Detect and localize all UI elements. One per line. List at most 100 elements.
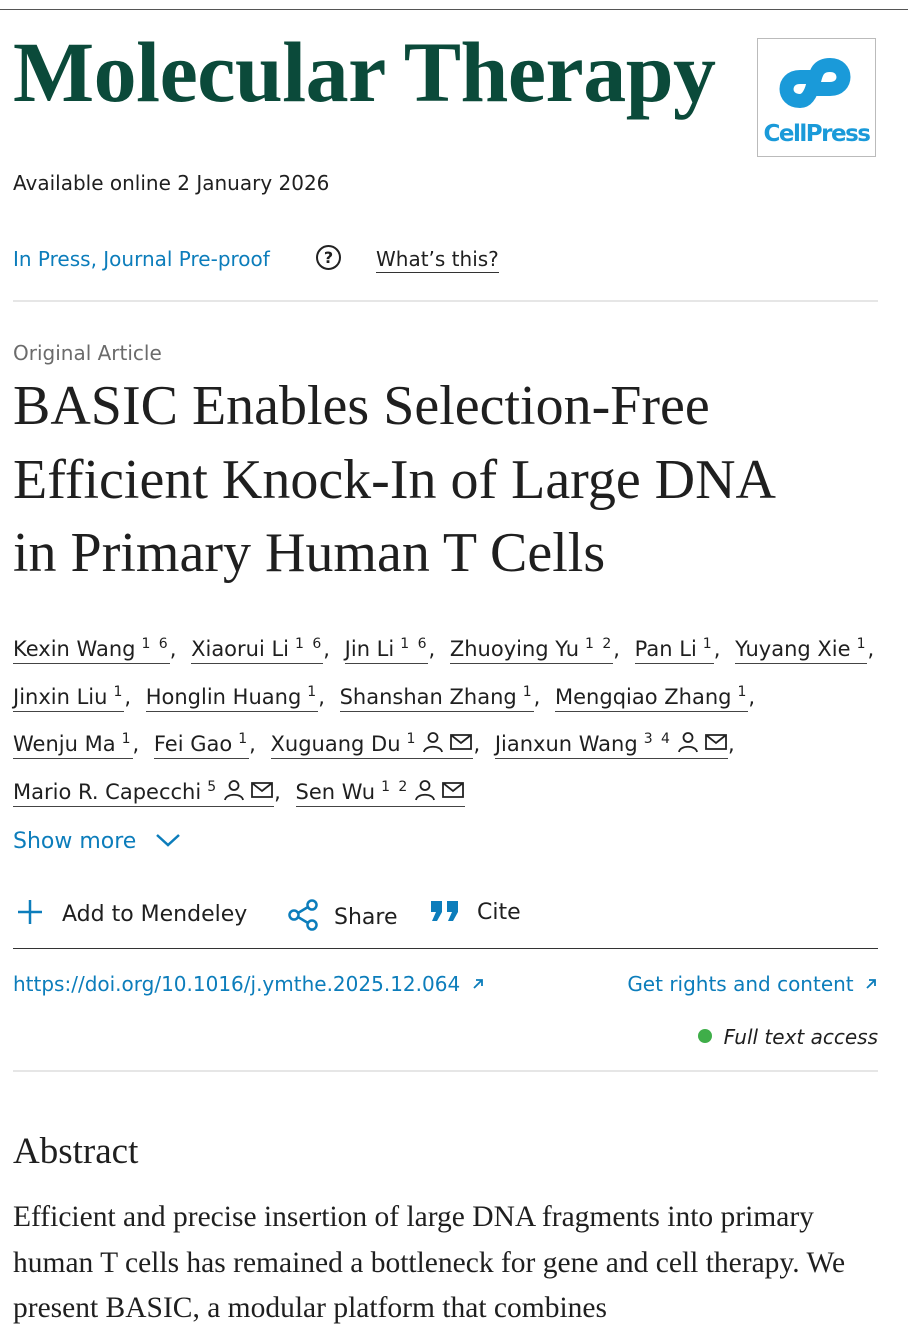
doi-link[interactable]: https://doi.org/10.1016/j.ymthe.2025.12.… [13,972,485,996]
mendeley-label[interactable]: Add to Mendeley [62,902,248,927]
author-link[interactable]: Mengqiao Zhang 1 [555,683,749,712]
author-entry: Yuyang Xie 1, [735,636,882,664]
author-link[interactable]: Sen Wu 1 2 [295,778,466,807]
author-name[interactable]: Jin Li [344,637,395,661]
author-name[interactable]: Xuguang Du [270,732,401,756]
author-link[interactable]: Fei Gao 1 [153,731,250,759]
affiliation-refs[interactable]: 1 6 [400,636,429,652]
action-mendeley[interactable]: Add to Mendeley [17,899,247,927]
access-text: Full text access [723,1025,878,1049]
title-line: in Primary Human T Cells [13,522,606,584]
author-name[interactable]: Fei Gao [153,732,233,756]
affiliation-refs[interactable]: 1 [737,683,749,700]
author-entry: Xiaorui Li 1 6, [191,636,338,664]
author-name[interactable]: Jinxin Liu [13,684,108,709]
affiliation-refs[interactable]: 1 6 [141,636,170,652]
affiliation-refs[interactable]: 3 4 [643,731,672,747]
author-link[interactable]: Jinxin Liu 1 [13,683,125,712]
rights-link[interactable]: Get rights and content [627,972,878,996]
mail-icon[interactable] [449,730,473,754]
mail-icon-shape [705,734,727,750]
author-link[interactable]: Yuyang Xie 1 [735,636,868,664]
author-separator: , [748,684,756,709]
author-name[interactable]: Kexin Wang [13,637,136,661]
chevron-icon [156,834,181,847]
author-name[interactable]: Mario R. Capecchi [13,779,202,804]
author-name[interactable]: Xiaorui Li [191,637,290,661]
author-name[interactable]: Yuyang Xie [735,637,851,661]
rights-text[interactable]: Get rights and content [627,972,854,996]
person-icon[interactable] [421,730,445,754]
author-link[interactable]: Xuguang Du 1 [270,730,474,759]
publisher-logo[interactable]: CellPress [757,38,876,157]
doi-text[interactable]: https://doi.org/10.1016/j.ymthe.2025.12.… [13,972,461,996]
mail-icon-shape [442,781,465,798]
author-name[interactable]: Jianxun Wang [494,732,638,756]
access-status: Full text access [697,1025,878,1049]
person-icon-shape [415,779,436,800]
status-link[interactable]: In Press, Journal Pre-proof [13,247,270,271]
affiliation-refs[interactable]: 1 [406,731,418,747]
show-more[interactable]: Show more [13,829,181,854]
abstract-text: Efficient and precise insertion of large… [13,1201,846,1325]
author-link[interactable]: Xiaorui Li 1 6 [191,636,324,664]
affiliation-refs[interactable]: 1 [307,683,319,700]
author-name[interactable]: Wenju Ma [13,732,116,756]
action-share[interactable]: Share [287,899,398,931]
author-separator: , [713,637,721,661]
author-link[interactable]: Shanshan Zhang 1 [339,683,534,712]
person-icon-shape [423,732,444,753]
affiliation-refs[interactable]: 1 2 [585,636,614,652]
author-separator: , [274,779,281,804]
author-name[interactable]: Pan Li [634,637,697,661]
author-separator: , [124,684,132,709]
affiliation-refs[interactable]: 1 [702,636,714,652]
person-icon[interactable] [222,778,246,802]
mail-icon[interactable] [250,778,274,802]
affiliation-refs[interactable]: 1 [238,731,250,747]
action-cite[interactable]: Cite [430,899,521,925]
mail-icon[interactable] [441,778,465,802]
person-icon[interactable] [676,730,700,754]
author-link[interactable]: Jin Li 1 6 [344,636,429,664]
person-icon[interactable] [413,778,437,802]
divider [13,948,878,949]
author-name[interactable]: Honglin Huang [145,684,302,709]
author-name[interactable]: Shanshan Zhang [339,684,517,709]
author-link[interactable]: Honglin Huang 1 [145,683,319,712]
abstract-heading: Abstract [13,1131,139,1172]
mail-icon-shape [251,781,274,798]
whats-this-link[interactable]: What’s this? [376,247,499,273]
affiliation-refs[interactable]: 1 6 [295,636,324,652]
show-more-text[interactable]: Show more [13,829,137,854]
author-entry: Jinxin Liu 1, [13,683,139,712]
affiliation-refs[interactable]: 1 [522,683,534,700]
author-link[interactable]: Mario R. Capecchi 5 [13,778,275,807]
author-name[interactable]: Sen Wu [295,779,376,804]
help-icon[interactable]: ? [316,245,341,270]
author-entry: Pan Li 1, [634,636,729,664]
author-link[interactable]: Zhuoying Yu 1 2 [449,636,614,664]
affiliation-refs[interactable]: 1 [121,731,133,747]
affiliation-refs[interactable]: 5 [207,778,219,795]
author-separator: , [169,637,177,661]
affiliation-refs[interactable]: 1 [113,683,125,700]
author-separator: , [867,637,875,661]
access-dot [697,1029,712,1043]
author-entry: Wenju Ma 1, [13,731,147,759]
author-entry: Shanshan Zhang 1, [339,683,549,712]
affiliation-refs[interactable]: 1 2 [381,778,410,795]
author-name[interactable]: Zhuoying Yu [449,637,580,661]
affiliation-refs[interactable]: 1 [856,636,868,652]
author-link[interactable]: Wenju Ma 1 [13,731,133,759]
mail-icon[interactable] [704,730,728,754]
author-link[interactable]: Pan Li 1 [634,636,714,664]
journal-title[interactable]: Molecular Therapy [13,24,716,120]
author-link[interactable]: Kexin Wang 1 6 [13,636,170,664]
cite-label[interactable]: Cite [477,900,521,925]
share-label[interactable]: Share [334,905,398,930]
author-name[interactable]: Mengqiao Zhang [555,684,732,709]
author-link[interactable]: Jianxun Wang 3 4 [494,730,728,759]
